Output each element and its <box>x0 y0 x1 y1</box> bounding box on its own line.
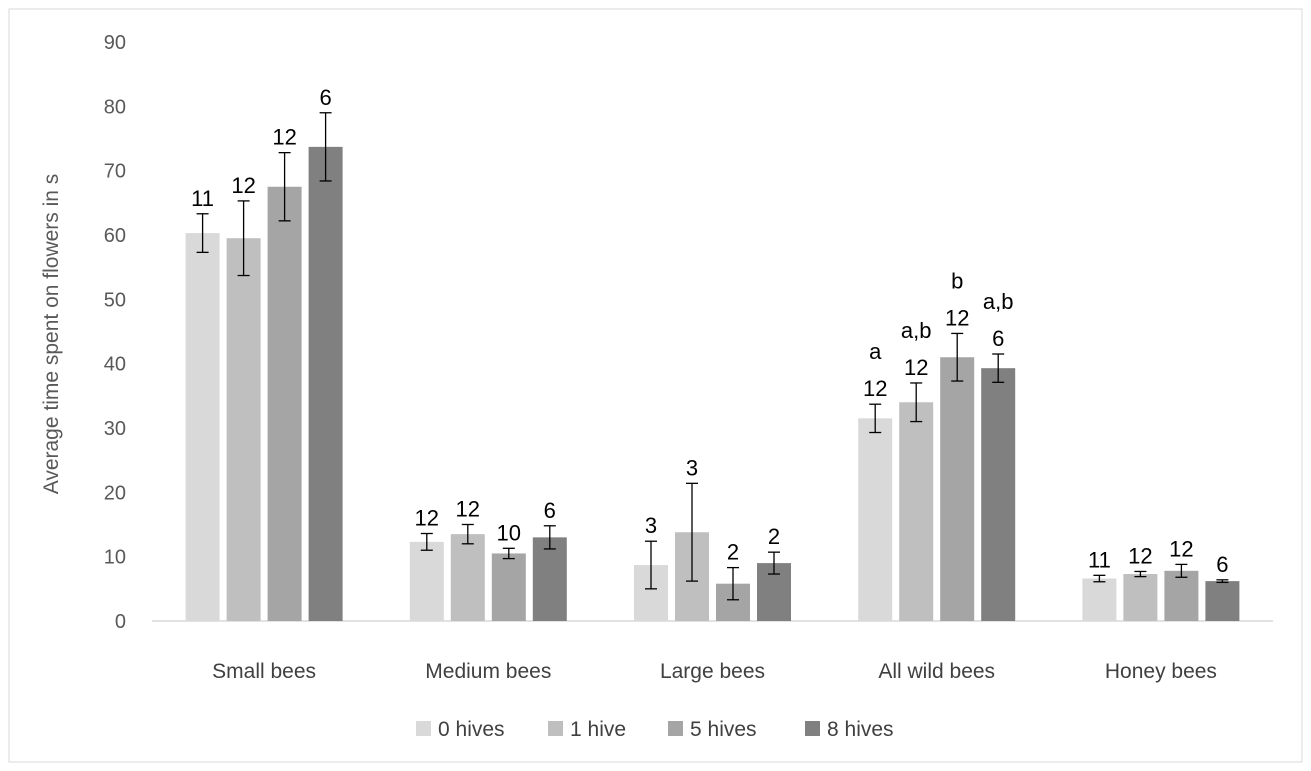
y-tick-label: 0 <box>115 611 126 633</box>
significance-label: a <box>869 339 882 364</box>
data-label: 12 <box>231 173 255 198</box>
bar <box>308 146 343 621</box>
error-bar <box>543 525 556 550</box>
bar <box>1082 578 1117 621</box>
error-bar <box>1175 563 1188 578</box>
legend-label: 1 hive <box>570 718 626 741</box>
error-bar <box>502 547 515 560</box>
legend-swatch <box>548 721 563 736</box>
error-bar <box>768 551 780 575</box>
x-category-label: Large bees <box>660 660 765 683</box>
bar <box>1164 570 1199 621</box>
data-label: 12 <box>415 506 439 531</box>
bar <box>267 186 302 621</box>
bar <box>409 541 444 621</box>
data-label: 12 <box>863 376 887 401</box>
x-category-label: Honey bees <box>1105 660 1217 683</box>
error-bar <box>319 112 332 182</box>
legend-label: 0 hives <box>438 718 505 741</box>
error-bar <box>951 332 964 382</box>
bar <box>532 537 567 621</box>
bar <box>491 553 526 621</box>
y-tick-label: 10 <box>104 547 126 569</box>
error-bar <box>278 152 291 222</box>
data-label: 6 <box>992 326 1004 351</box>
y-tick-label: 50 <box>104 289 126 311</box>
data-label: 2 <box>727 540 739 565</box>
data-label: 2 <box>768 524 780 549</box>
error-bar <box>1216 579 1229 584</box>
data-label: 11 <box>191 186 214 211</box>
y-axis: 0 10 20 30 40 50 60 70 80 90 <box>104 32 126 633</box>
error-bar <box>237 200 250 277</box>
bar <box>858 418 893 621</box>
legend: 0 hives 1 hive 5 hives 8 hives <box>416 718 894 741</box>
error-bar <box>645 540 657 590</box>
x-category-label: Small bees <box>212 660 316 683</box>
x-category-label: All wild bees <box>878 660 995 683</box>
data-label: 6 <box>544 498 556 523</box>
y-tick-label: 70 <box>104 161 126 183</box>
data-label: 12 <box>456 497 480 522</box>
data-label: 3 <box>686 455 698 480</box>
legend-swatch <box>668 721 683 736</box>
error-bar <box>869 403 882 434</box>
y-tick-label: 20 <box>104 482 126 504</box>
data-label: 12 <box>1128 543 1152 568</box>
error-bar <box>910 382 923 423</box>
significance-label: b <box>951 268 963 293</box>
legend-label: 8 hives <box>827 718 894 741</box>
bar <box>450 534 485 621</box>
error-bar <box>992 353 1005 383</box>
y-tick-label: 30 <box>104 418 126 440</box>
bar <box>226 238 261 621</box>
bar <box>185 233 220 621</box>
error-bar <box>196 213 209 254</box>
data-label: 12 <box>945 305 969 330</box>
bar <box>1205 581 1240 621</box>
y-tick-label: 80 <box>104 96 126 118</box>
legend-label: 5 hives <box>690 718 757 741</box>
data-label: 3 <box>645 513 657 538</box>
significance-label: a,b <box>983 289 1014 314</box>
y-tick-label: 90 <box>104 32 126 54</box>
chart-border <box>8 8 1303 763</box>
error-bar <box>1134 570 1147 578</box>
data-label: 12 <box>1169 536 1193 561</box>
bar <box>899 402 934 621</box>
error-bar <box>1093 574 1106 583</box>
bars-group: 11 12 12 6 12 12 10 6 3 3 2 2 12 a 12 a,b 12 b 6 a,b 11 12 12 6 <box>185 85 1240 621</box>
data-label: 11 <box>1088 547 1111 572</box>
x-axis-categories: Small bees Medium bees Large bees All wild … <box>212 660 1217 683</box>
y-tick-label: 40 <box>104 354 126 376</box>
legend-swatch <box>805 721 820 736</box>
bar <box>940 357 975 621</box>
legend-swatch <box>416 721 431 736</box>
error-bar <box>727 566 739 601</box>
data-label: 12 <box>272 125 296 150</box>
y-axis-title: Average time spent on flowers in s <box>40 174 63 495</box>
data-label: 10 <box>497 520 521 545</box>
bar <box>981 368 1016 621</box>
error-bar <box>686 482 698 582</box>
data-label: 6 <box>319 85 331 110</box>
error-bar <box>461 523 474 545</box>
error-bar <box>420 532 433 551</box>
y-tick-label: 60 <box>104 225 126 247</box>
x-category-label: Medium bees <box>425 660 551 683</box>
bar <box>1123 574 1158 621</box>
data-label: 6 <box>1216 552 1228 577</box>
significance-label: a,b <box>901 318 932 343</box>
data-label: 12 <box>904 355 928 380</box>
